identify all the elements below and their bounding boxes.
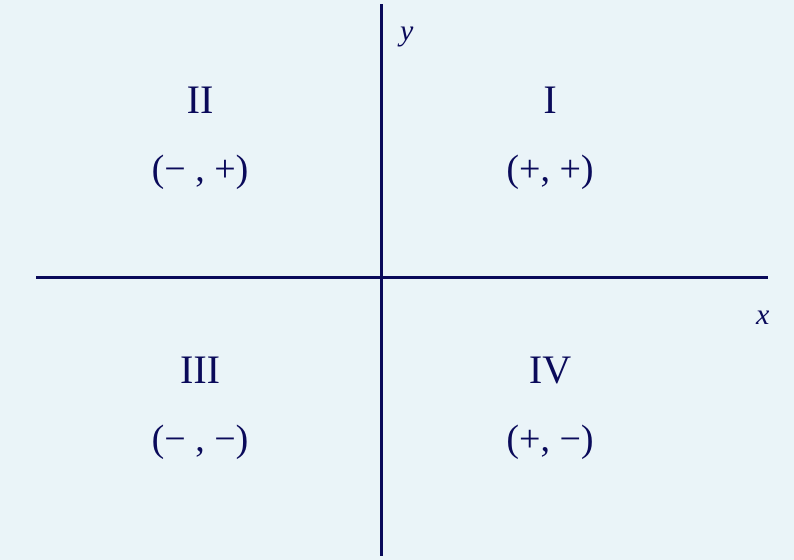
quadrant-3: III (− , −) xyxy=(100,346,300,461)
quadrant-1-signs: (+, +) xyxy=(450,147,650,191)
quadrant-2-signs: (− , +) xyxy=(100,147,300,191)
quadrant-2-numeral: II xyxy=(100,76,300,123)
x-axis-label: x xyxy=(756,298,769,332)
quadrant-3-numeral: III xyxy=(100,346,300,393)
quadrant-4: IV (+, −) xyxy=(450,346,650,461)
quadrant-1-numeral: I xyxy=(450,76,650,123)
y-axis-label: y xyxy=(400,14,413,48)
quadrant-1: I (+, +) xyxy=(450,76,650,191)
quadrant-3-signs: (− , −) xyxy=(100,417,300,461)
quadrant-4-signs: (+, −) xyxy=(450,417,650,461)
quadrant-4-numeral: IV xyxy=(450,346,650,393)
x-axis-line xyxy=(36,276,768,279)
quadrant-2: II (− , +) xyxy=(100,76,300,191)
y-axis-line xyxy=(380,4,383,556)
